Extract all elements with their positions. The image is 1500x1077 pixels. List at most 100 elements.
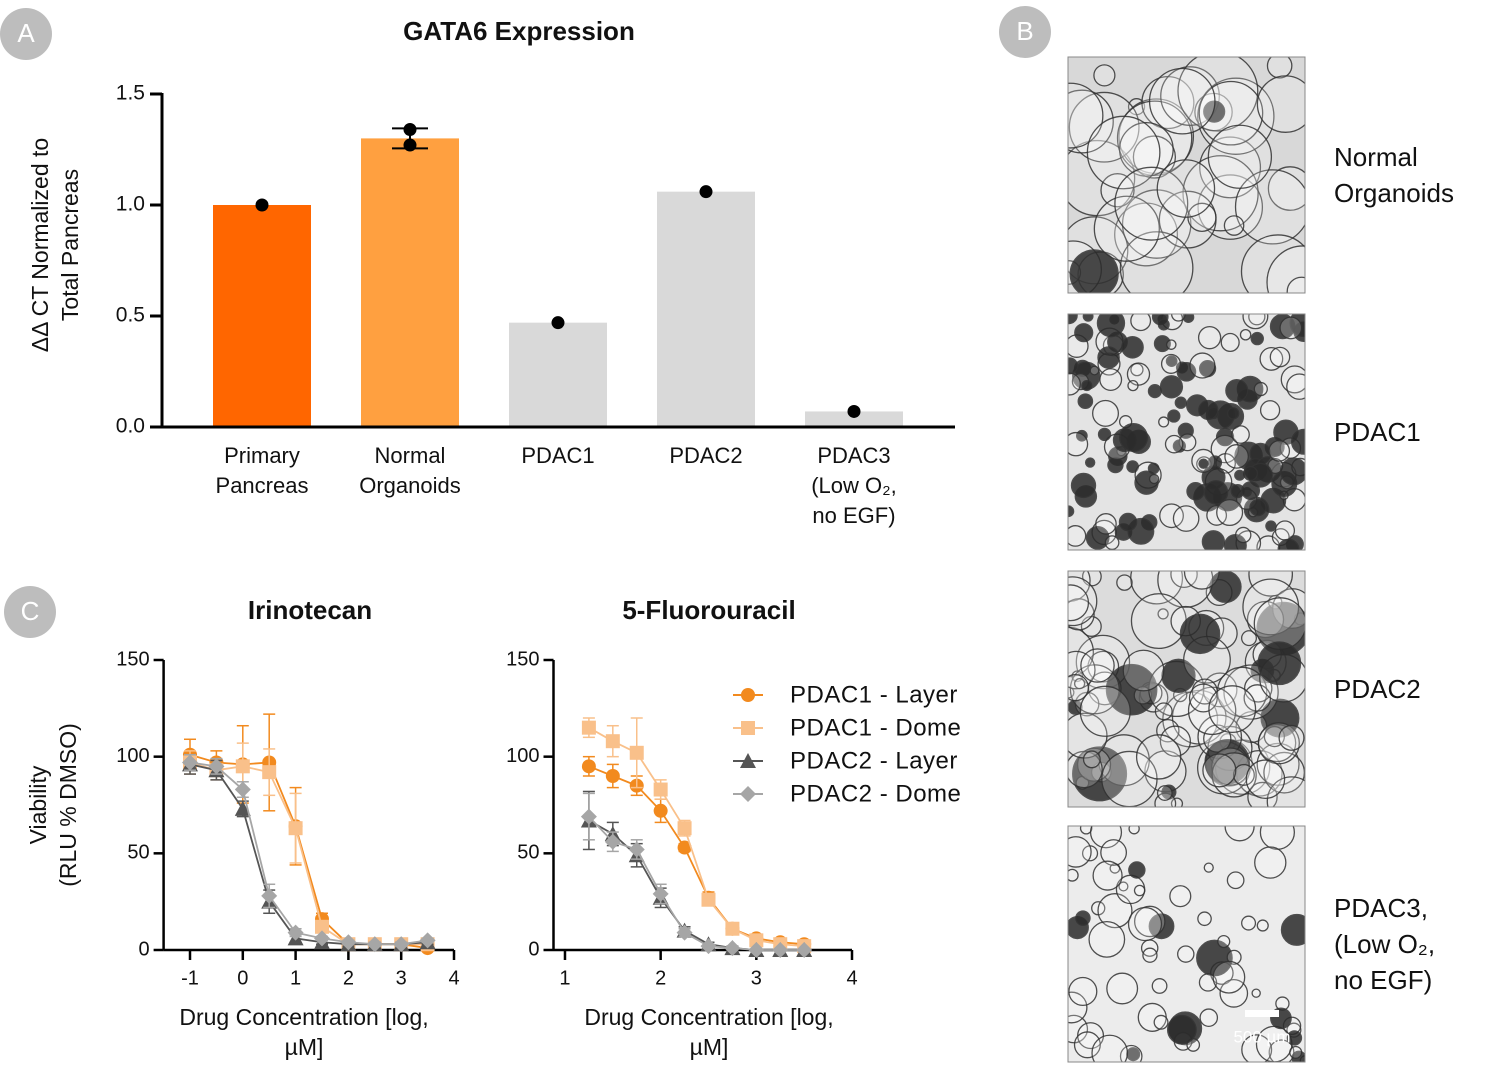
organoid [1074, 323, 1094, 343]
organoid [1235, 526, 1252, 544]
data-point [340, 934, 357, 951]
organoid [1247, 781, 1278, 807]
organoid [1068, 357, 1079, 375]
data-point [676, 924, 693, 941]
legend-marker [741, 688, 755, 702]
bar [657, 191, 755, 427]
legend-label: PDAC2 - Layer [790, 747, 958, 774]
data-point [235, 759, 250, 774]
x-tick-label: 3 [751, 967, 762, 989]
organoid [1128, 861, 1146, 879]
organoid [1203, 100, 1226, 123]
data-point [393, 936, 410, 953]
series-line [588, 726, 805, 948]
legend-marker [740, 786, 756, 802]
legend-label: PDAC1 - Dome [790, 714, 961, 741]
organoid [1086, 115, 1161, 190]
organoid [1070, 472, 1097, 499]
bar [361, 138, 459, 427]
micrograph-frame [1067, 570, 1306, 808]
organoid [1079, 826, 1093, 835]
y-tick-label: 0.0 [116, 415, 145, 438]
panel-badge [4, 586, 56, 638]
organoid [1248, 571, 1294, 597]
organoid [1253, 381, 1268, 397]
y-tick-label: 150 [506, 648, 539, 670]
organoid [1157, 571, 1214, 608]
data-point [366, 936, 383, 953]
organoid [1122, 649, 1165, 692]
organoid [1068, 584, 1090, 622]
organoid [1133, 884, 1146, 897]
organoid [1073, 677, 1086, 690]
organoid [1239, 328, 1252, 341]
organoid [1118, 121, 1174, 177]
organoid [1274, 520, 1296, 541]
x-tick-label: 2 [343, 967, 354, 989]
panel-label: C [21, 596, 40, 626]
organoid [1093, 64, 1116, 87]
organoid [1241, 481, 1261, 501]
organoid [1266, 776, 1305, 807]
organoid [1268, 439, 1291, 462]
x-tick-label: 0 [237, 967, 248, 989]
organoid [1114, 166, 1189, 241]
organoid [1245, 759, 1286, 800]
organoid [1130, 314, 1152, 332]
series-line [588, 819, 805, 951]
organoid [1068, 976, 1098, 1007]
data-point [629, 745, 644, 760]
organoid [1080, 648, 1115, 683]
micrograph [1068, 826, 1305, 1062]
y-axis-label: Viability [25, 765, 51, 844]
organoid [1250, 331, 1264, 346]
organoid [1156, 159, 1216, 218]
organoid [1167, 409, 1181, 423]
y-tick-label: 150 [116, 648, 149, 670]
organoid [1068, 836, 1092, 868]
data-point [653, 803, 668, 818]
organoid [1119, 231, 1194, 293]
organoid [1069, 249, 1119, 293]
organoid [1068, 91, 1140, 163]
organoid [1159, 725, 1192, 757]
organoid [1068, 750, 1103, 789]
organoid [1097, 346, 1120, 369]
x-tick-label: PDAC3 (Low O₂, no EGF) [811, 443, 897, 528]
organoid [1266, 57, 1293, 79]
organoid [1248, 314, 1266, 326]
chart-title: 5-Fluorouracil [622, 595, 795, 625]
organoid [1202, 753, 1237, 788]
organoid [1164, 434, 1184, 454]
organoid [1068, 372, 1081, 396]
data-point [749, 933, 764, 948]
organoid [1169, 885, 1192, 908]
series-line [189, 761, 428, 946]
scale-bar [1245, 1010, 1279, 1017]
replicate-dot [699, 185, 713, 199]
replicate-dot [403, 123, 417, 137]
organoid [1148, 67, 1216, 135]
organoid [1182, 314, 1195, 324]
series-line [588, 765, 805, 946]
y-tick-label: 100 [506, 745, 539, 767]
data-point [419, 932, 436, 949]
organoid [1118, 512, 1138, 532]
x-tick-label: 4 [448, 967, 459, 989]
organoid [1279, 316, 1303, 340]
organoid [1159, 375, 1184, 399]
organoid [1279, 457, 1305, 486]
organoid [1166, 1014, 1197, 1045]
micrograph [1068, 57, 1305, 293]
organoid [1189, 352, 1216, 379]
organoid [1096, 314, 1126, 338]
organoid [1081, 380, 1093, 392]
organoid [1216, 498, 1244, 527]
data-point [234, 800, 251, 816]
organoid [1127, 379, 1139, 392]
organoid [1289, 1045, 1303, 1059]
organoid [1198, 399, 1219, 421]
organoid [1156, 785, 1173, 801]
organoid [1231, 425, 1250, 444]
organoid [1259, 346, 1284, 371]
